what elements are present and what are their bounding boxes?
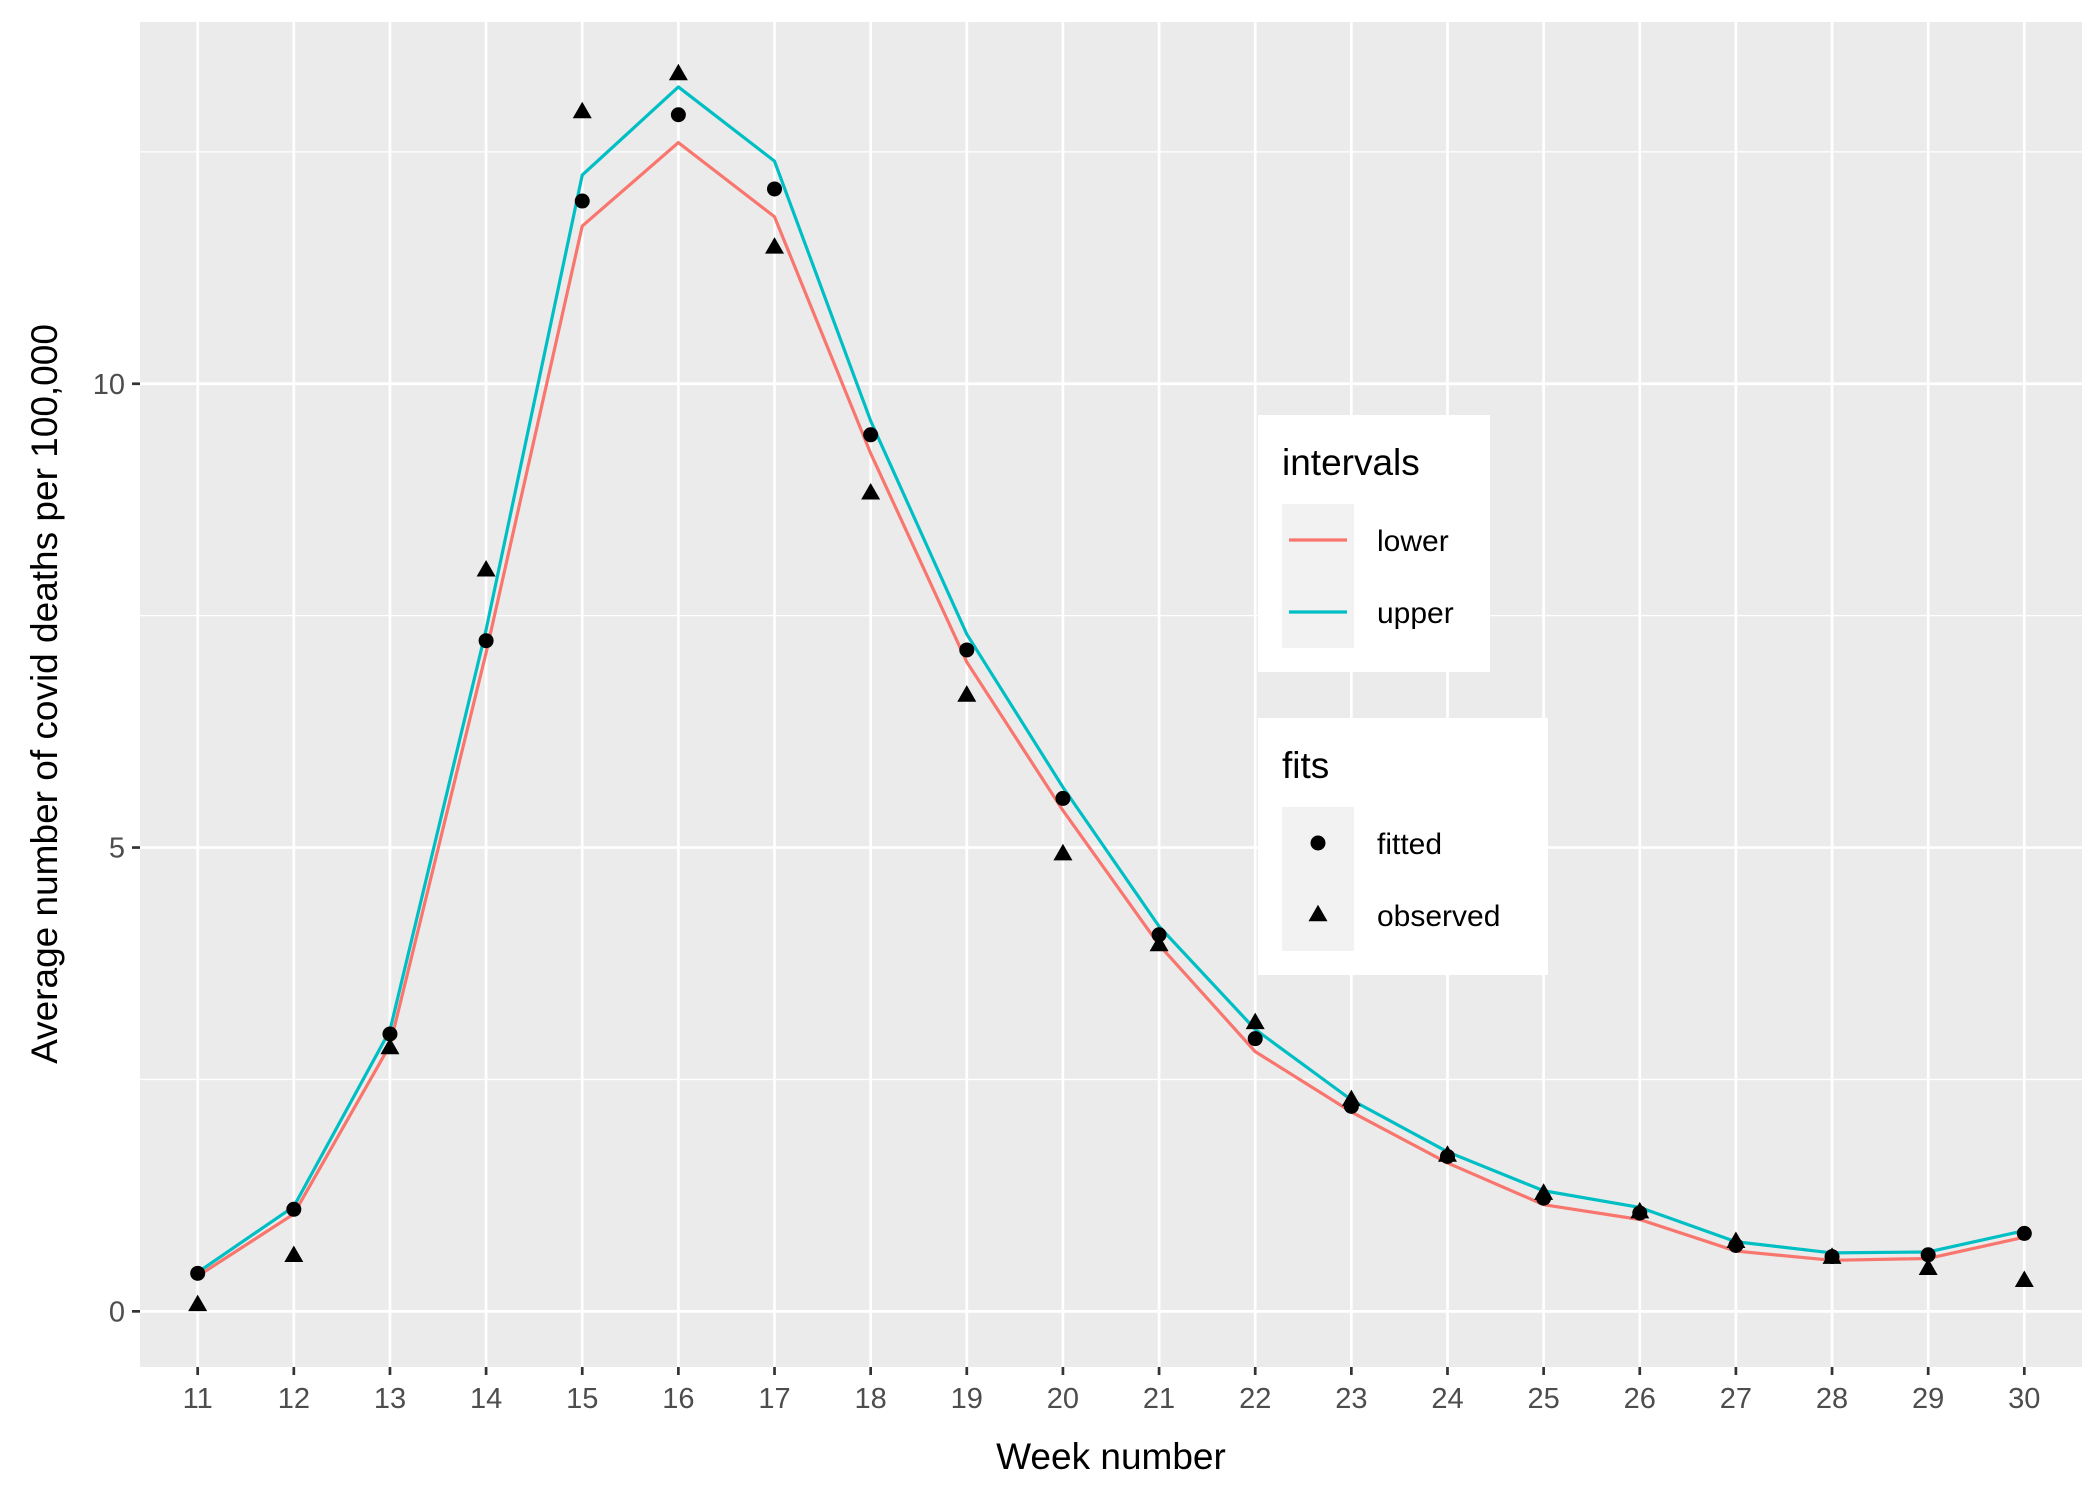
point-fitted bbox=[190, 1265, 206, 1281]
y-tick-label: 10 bbox=[93, 369, 125, 401]
x-tick-label: 24 bbox=[1431, 1383, 1463, 1415]
legend-group-fits: fits fitted observed bbox=[1258, 718, 1548, 975]
point-observed bbox=[1341, 1089, 1361, 1107]
point-observed bbox=[1630, 1201, 1650, 1219]
point-fitted bbox=[767, 181, 783, 197]
point-observed bbox=[1053, 843, 1073, 861]
point-observed bbox=[1149, 934, 1169, 952]
point-observed bbox=[1918, 1258, 1938, 1275]
series-line-upper bbox=[196, 85, 2025, 1274]
point-observed bbox=[1726, 1231, 1746, 1249]
grid-minor bbox=[140, 151, 2082, 1081]
point-observed bbox=[2014, 1270, 2034, 1288]
point-observed bbox=[476, 559, 496, 577]
x-tick-label: 29 bbox=[1912, 1383, 1944, 1415]
point-observed bbox=[668, 63, 688, 81]
panel-background bbox=[140, 22, 2082, 1367]
legend-title: fits bbox=[1282, 745, 1329, 786]
point-fitted bbox=[670, 107, 686, 123]
point-observed bbox=[572, 101, 592, 119]
x-axis: 11 12 13 14 15 16 17 18 19 20 21 22 23 24 25 26 27 28 29 30 bbox=[183, 1367, 2040, 1415]
point-observed bbox=[1245, 1012, 1265, 1030]
point-fitted bbox=[2016, 1225, 2032, 1241]
point-observed bbox=[861, 482, 881, 500]
y-axis-title: Average number of covid deaths per 100,0… bbox=[24, 324, 65, 1064]
legend-group-intervals: intervals lower upper bbox=[1258, 415, 1490, 672]
point-fitted bbox=[1055, 790, 1071, 806]
x-tick-label: 16 bbox=[662, 1383, 694, 1415]
point-observed bbox=[957, 685, 977, 702]
x-tick-label: 11 bbox=[183, 1383, 213, 1415]
legend-title: intervals bbox=[1282, 442, 1420, 483]
x-axis-title: Week number bbox=[996, 1436, 1226, 1477]
x-tick-label: 23 bbox=[1335, 1383, 1367, 1415]
legend-label-upper: upper bbox=[1377, 597, 1454, 630]
point-fitted bbox=[286, 1201, 302, 1217]
x-tick-label: 13 bbox=[374, 1383, 406, 1415]
x-tick-label: 17 bbox=[758, 1383, 790, 1415]
x-tick-label: 27 bbox=[1720, 1383, 1752, 1415]
x-tick-label: 20 bbox=[1047, 1383, 1079, 1415]
point-fitted bbox=[478, 633, 494, 649]
point-observed bbox=[1822, 1247, 1842, 1264]
x-tick-label: 18 bbox=[855, 1383, 887, 1415]
x-tick-label: 25 bbox=[1527, 1383, 1559, 1415]
series-points bbox=[188, 63, 2034, 1312]
point-fitted bbox=[959, 642, 975, 658]
legend: intervals lower upper fits fitted observed bbox=[1258, 415, 1548, 975]
point-fitted bbox=[574, 193, 590, 209]
point-fitted bbox=[863, 427, 879, 443]
y-tick-label: 5 bbox=[109, 833, 125, 865]
point-observed bbox=[1534, 1183, 1554, 1200]
y-tick-label: 0 bbox=[109, 1296, 125, 1328]
x-tick-label: 30 bbox=[2008, 1383, 2040, 1415]
legend-key-fitted bbox=[1310, 835, 1326, 851]
x-tick-label: 28 bbox=[1816, 1383, 1848, 1415]
grid-major bbox=[140, 22, 2082, 1367]
x-tick-label: 12 bbox=[278, 1383, 310, 1415]
x-tick-label: 15 bbox=[566, 1383, 598, 1415]
point-observed bbox=[765, 237, 785, 254]
legend-label-observed: observed bbox=[1377, 900, 1500, 933]
point-fitted bbox=[1247, 1031, 1263, 1047]
point-fitted bbox=[382, 1026, 398, 1042]
y-axis: 0 5 10 bbox=[93, 369, 140, 1328]
x-tick-label: 22 bbox=[1239, 1383, 1271, 1415]
x-tick-label: 26 bbox=[1624, 1383, 1656, 1415]
legend-key-observed bbox=[1308, 904, 1328, 922]
point-fitted bbox=[1920, 1247, 1936, 1263]
point-observed bbox=[188, 1294, 208, 1312]
x-tick-label: 14 bbox=[470, 1383, 502, 1415]
point-observed bbox=[380, 1037, 400, 1055]
x-tick-label: 19 bbox=[951, 1383, 983, 1415]
legend-label-lower: lower bbox=[1377, 525, 1449, 558]
legend-label-fitted: fitted bbox=[1377, 828, 1442, 861]
point-observed bbox=[284, 1245, 304, 1262]
point-observed bbox=[1437, 1145, 1457, 1162]
x-tick-label: 21 bbox=[1143, 1383, 1175, 1415]
series-line-lower bbox=[196, 140, 2025, 1278]
series-lines bbox=[196, 85, 2025, 1278]
